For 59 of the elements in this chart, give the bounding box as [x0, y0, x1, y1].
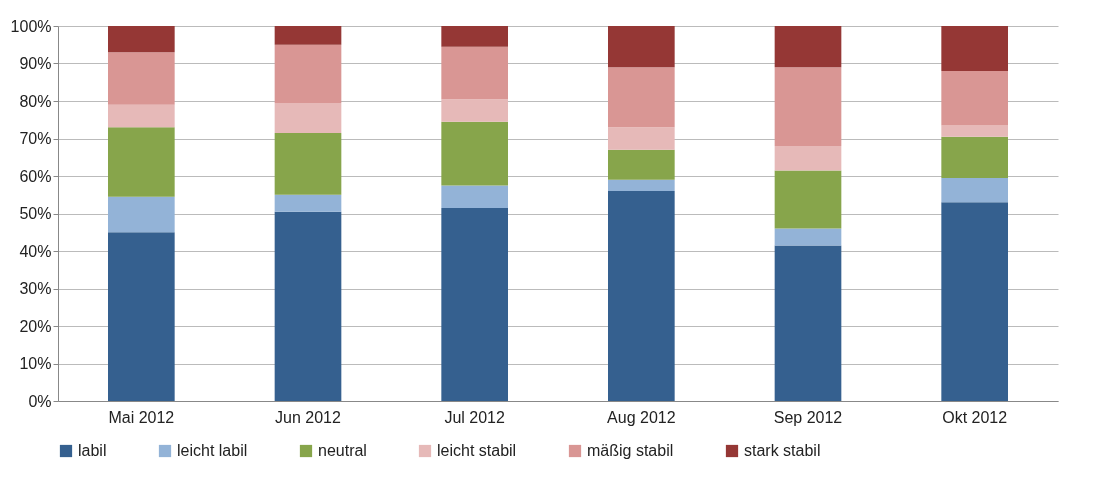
bar — [774, 170, 842, 229]
bar — [108, 127, 175, 197]
bar — [608, 67, 675, 128]
bar — [774, 228, 842, 246]
bar — [608, 179, 675, 191]
legend-label: leicht labil — [177, 442, 248, 459]
bar — [941, 202, 1008, 401]
legend-label: mäßig stabil — [587, 442, 674, 459]
y-tick-label: 50% — [19, 205, 52, 222]
bar — [441, 207, 508, 401]
x-tick-label: Mai 2012 — [108, 408, 175, 426]
bar — [108, 26, 175, 53]
bar — [941, 177, 1008, 203]
bar — [441, 26, 508, 47]
bar — [941, 136, 1008, 178]
bar — [274, 44, 342, 103]
y-tick-label: 30% — [19, 280, 52, 297]
bar — [108, 104, 175, 128]
bar — [941, 71, 1008, 126]
bar — [274, 211, 342, 401]
bar — [108, 196, 175, 233]
bar — [441, 46, 508, 100]
bar — [274, 132, 342, 195]
y-tick-label: 10% — [19, 355, 52, 372]
bar — [274, 26, 342, 45]
legend-label: labil — [78, 442, 107, 459]
bar — [941, 125, 1008, 137]
x-tick-label: Sep 2012 — [773, 408, 843, 426]
bar — [608, 191, 675, 401]
bar — [774, 245, 842, 401]
x-tick-label: Jul 2012 — [444, 408, 506, 426]
bar — [274, 194, 342, 212]
bar — [608, 26, 675, 68]
x-tick-label: Aug 2012 — [607, 408, 676, 426]
y-tick-label: 40% — [19, 242, 52, 260]
bar — [108, 232, 175, 401]
y-tick-label: 0% — [28, 392, 52, 410]
y-tick-label: 90% — [19, 55, 52, 72]
legend-label: leicht stabil — [437, 442, 517, 459]
bar — [441, 121, 508, 186]
bar — [774, 146, 842, 171]
bar — [941, 26, 1008, 71]
bar — [441, 185, 508, 208]
bar — [608, 127, 675, 150]
y-tick-label: 60% — [19, 167, 52, 185]
y-tick-label: 100% — [10, 17, 52, 35]
y-tick-label: 70% — [19, 130, 52, 147]
bar — [108, 52, 175, 105]
x-tick-label: Jun 2012 — [275, 408, 342, 426]
y-tick-label: 80% — [19, 92, 52, 110]
bar — [441, 99, 508, 122]
bar — [608, 149, 675, 180]
legend-label: neutral — [318, 442, 367, 459]
bar — [774, 67, 842, 146]
legend-label: stark stabil — [744, 442, 821, 459]
y-tick-label: 20% — [19, 317, 52, 335]
x-tick-label: Okt 2012 — [942, 408, 1008, 426]
bar — [774, 26, 842, 68]
bar — [274, 102, 342, 133]
